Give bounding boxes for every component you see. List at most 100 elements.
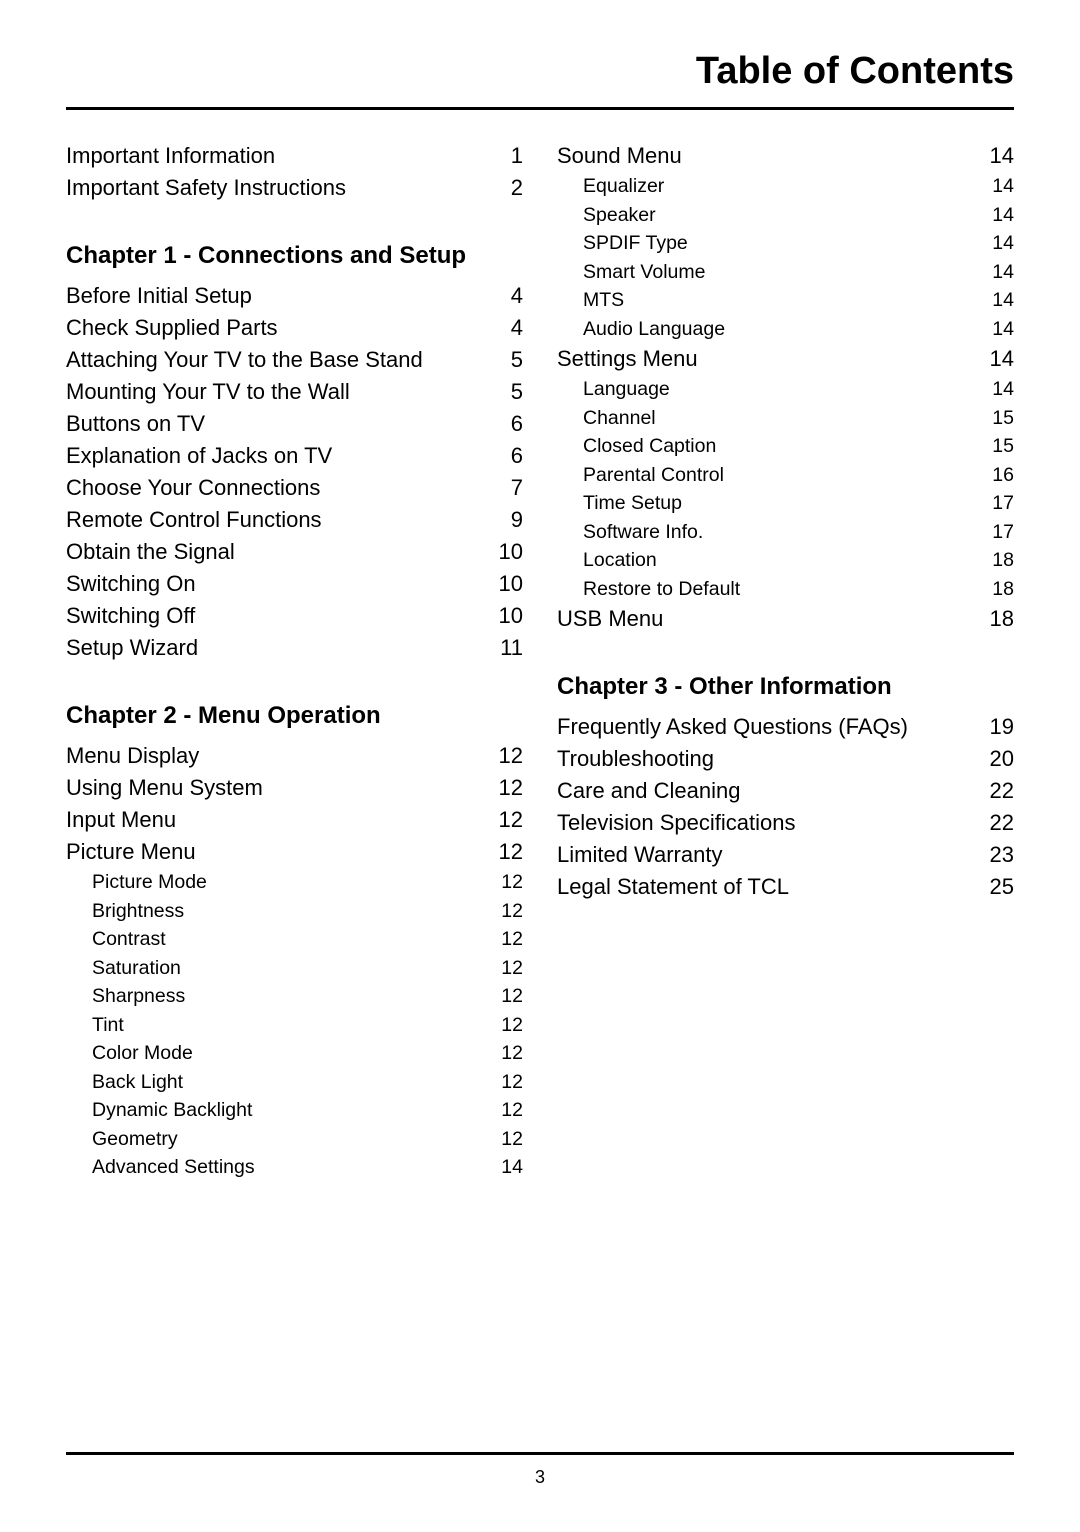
toc-label: Time Setup — [583, 489, 682, 518]
toc-page: 22 — [986, 775, 1014, 807]
toc-page: 6 — [507, 440, 523, 472]
toc-page: 17 — [988, 489, 1014, 518]
toc-entry: Switching Off10 — [66, 600, 523, 632]
toc-label: Important Safety Instructions — [66, 172, 346, 204]
toc-label: Troubleshooting — [557, 743, 714, 775]
toc-label: Dynamic Backlight — [92, 1096, 252, 1125]
toc-page: 7 — [507, 472, 523, 504]
chapter-2-picture-sublist: Picture Mode12Brightness12Contrast12Satu… — [66, 868, 523, 1182]
spacer — [66, 664, 523, 682]
toc-entry: Before Initial Setup4 — [66, 280, 523, 312]
toc-page: 10 — [495, 568, 523, 600]
toc-label: Saturation — [92, 954, 181, 983]
toc-entry: Settings Menu 14 — [557, 343, 1014, 375]
toc-entry: USB Menu 18 — [557, 603, 1014, 635]
toc-page: 5 — [507, 344, 523, 376]
toc-label: Obtain the Signal — [66, 536, 235, 568]
toc-entry: Input Menu12 — [66, 804, 523, 836]
toc-entry: Equalizer14 — [557, 172, 1014, 201]
toc-page: 12 — [497, 868, 523, 897]
toc-entry: Time Setup 17 — [557, 489, 1014, 518]
toc-label: Input Menu — [66, 804, 176, 836]
toc-entry: Color Mode 12 — [66, 1039, 523, 1068]
toc-page: 12 — [497, 1011, 523, 1040]
toc-entry: Channel 15 — [557, 404, 1014, 433]
toc-entry: Sound Menu 14 — [557, 140, 1014, 172]
toc-label: Tint — [92, 1011, 124, 1040]
toc-entry: Picture Mode12 — [66, 868, 523, 897]
toc-label: Geometry — [92, 1125, 178, 1154]
toc-entry: MTS 14 — [557, 286, 1014, 315]
page-title: Table of Contents — [66, 50, 1014, 110]
left-column: Important Information1Important Safety I… — [66, 140, 523, 1182]
toc-page: 12 — [497, 1068, 523, 1097]
toc-label: Equalizer — [583, 172, 664, 201]
toc-label: Restore to Default — [583, 575, 740, 604]
toc-page: 15 — [988, 404, 1014, 433]
toc-page: 12 — [497, 954, 523, 983]
toc-page: 12 — [497, 982, 523, 1011]
toc-label: Remote Control Functions — [66, 504, 322, 536]
toc-label: Sound Menu — [557, 140, 682, 172]
toc-label: Important Information — [66, 140, 275, 172]
page-container: Table of Contents Important Information1… — [0, 0, 1080, 1532]
toc-entry: Buttons on TV6 — [66, 408, 523, 440]
toc-label: Channel — [583, 404, 656, 433]
toc-label: Location — [583, 546, 657, 575]
spacer — [557, 635, 1014, 653]
toc-page: 14 — [988, 229, 1014, 258]
toc-page: 11 — [496, 632, 523, 664]
chapter-2-main-list: Menu Display12Using Menu System12Input M… — [66, 740, 523, 868]
page-footer: 3 — [66, 1452, 1014, 1488]
toc-page: 5 — [507, 376, 523, 408]
toc-page: 12 — [495, 772, 523, 804]
toc-label: Limited Warranty — [557, 839, 722, 871]
toc-label: Smart Volume — [583, 258, 705, 287]
toc-label: Color Mode — [92, 1039, 193, 1068]
toc-label: Brightness — [92, 897, 184, 926]
toc-page: 20 — [986, 743, 1014, 775]
columns-wrap: Important Information1Important Safety I… — [66, 140, 1014, 1182]
toc-label: Speaker — [583, 201, 656, 230]
toc-entry: Menu Display12 — [66, 740, 523, 772]
toc-entry: Limited Warranty23 — [557, 839, 1014, 871]
toc-page: 14 — [988, 375, 1014, 404]
toc-page: 12 — [497, 1039, 523, 1068]
toc-page: 18 — [988, 575, 1014, 604]
toc-label: Parental Control — [583, 461, 724, 490]
toc-page: 15 — [988, 432, 1014, 461]
toc-entry: Back Light12 — [66, 1068, 523, 1097]
toc-entry: Choose Your Connections 7 — [66, 472, 523, 504]
toc-entry: Software Info.17 — [557, 518, 1014, 547]
toc-page: 18 — [986, 603, 1014, 635]
toc-label: Before Initial Setup — [66, 280, 252, 312]
page-number: 3 — [535, 1467, 545, 1487]
toc-label: Settings Menu — [557, 343, 698, 375]
toc-label: Mounting Your TV to the Wall — [66, 376, 350, 408]
toc-page: 12 — [497, 1096, 523, 1125]
toc-label: Frequently Asked Questions (FAQs) — [557, 711, 908, 743]
right-column: Sound Menu 14 Equalizer14Speaker14SPDIF … — [557, 140, 1014, 1182]
toc-label: Setup Wizard — [66, 632, 198, 664]
toc-page: 16 — [988, 461, 1014, 490]
toc-label: Using Menu System — [66, 772, 263, 804]
toc-entry: Check Supplied Parts4 — [66, 312, 523, 344]
toc-entry: Important Safety Instructions2 — [66, 172, 523, 204]
toc-page: 14 — [988, 286, 1014, 315]
toc-entry: Closed Caption15 — [557, 432, 1014, 461]
toc-page: 12 — [495, 740, 523, 772]
toc-entry: Advanced Settings14 — [66, 1153, 523, 1182]
toc-entry: Dynamic Backlight 12 — [66, 1096, 523, 1125]
toc-entry: Restore to Default 18 — [557, 575, 1014, 604]
toc-entry: Contrast12 — [66, 925, 523, 954]
toc-page: 4 — [507, 312, 523, 344]
toc-label: USB Menu — [557, 603, 663, 635]
chapter-2-heading: Chapter 2 - Menu Operation — [66, 702, 523, 730]
toc-label: Choose Your Connections — [66, 472, 320, 504]
toc-page: 25 — [986, 871, 1014, 903]
toc-page: 14 — [988, 258, 1014, 287]
toc-page: 6 — [507, 408, 523, 440]
toc-page: 14 — [988, 201, 1014, 230]
toc-label: MTS — [583, 286, 624, 315]
toc-page: 17 — [988, 518, 1014, 547]
